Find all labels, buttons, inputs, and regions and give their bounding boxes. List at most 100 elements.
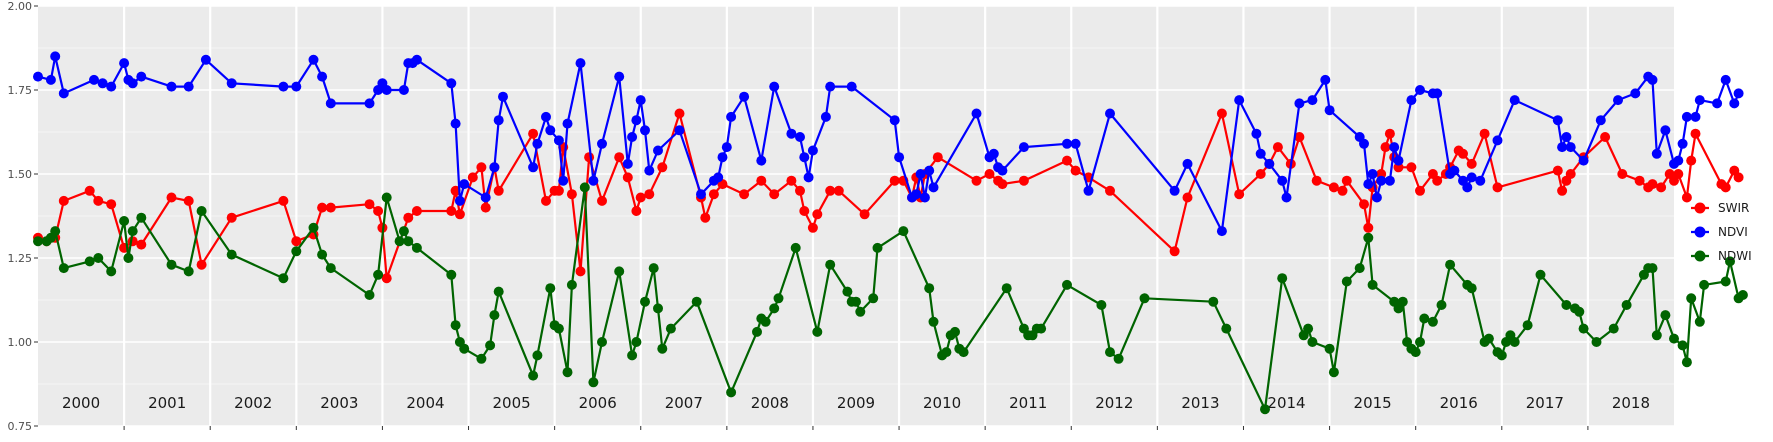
data-point-ndvi [997,165,1008,176]
data-point-swir [84,185,95,196]
data-point-ndvi [1169,185,1180,196]
data-point-ndvi [1720,74,1731,85]
data-point-ndwi [1419,313,1430,324]
year-label: 2010 [923,394,961,412]
data-point-ndvi [1083,185,1094,196]
data-point-ndwi [1483,333,1494,344]
data-point-swir [739,189,750,200]
data-point-swir [631,206,642,216]
data-point-ndwi [566,279,577,290]
data-point-ndwi [1208,296,1219,307]
data-point-ndvi [381,85,392,95]
data-point-swir [1557,185,1568,196]
data-point-ndwi [1681,357,1692,368]
data-point-swir [1328,182,1339,193]
data-point-ndvi [480,192,491,203]
year-label: 2012 [1095,394,1133,412]
data-point-ndwi [459,343,470,354]
data-point-ndwi [614,266,625,277]
data-point-ndwi [291,246,302,257]
data-point-swir [411,206,422,216]
data-point-ndwi [278,273,289,284]
data-point-ndvi [1462,182,1473,193]
data-point-ndwi [183,266,194,277]
data-point-ndvi [614,71,625,82]
data-point-ndvi [1733,88,1744,99]
data-point-swir [597,195,607,206]
data-point-ndwi [166,259,177,270]
data-point-ndwi [1445,259,1456,270]
data-point-ndvi [1690,111,1701,122]
data-point-swir [1617,169,1628,179]
data-point-ndwi [1621,300,1632,310]
data-point-ndvi [1595,115,1606,126]
data-point-swir [1018,175,1029,186]
year-label: 2017 [1526,394,1564,412]
data-point-ndvi [1359,138,1369,149]
data-point-ndvi [726,111,737,122]
data-point-ndwi [532,350,543,361]
year-label: 2000 [62,394,100,412]
data-point-swir [795,185,805,196]
data-point-swir [226,212,237,223]
data-point-swir [476,162,487,173]
data-point-ndvi [1389,142,1400,153]
data-point-ndvi [1466,172,1477,183]
data-point-ndvi [411,54,422,65]
data-point-swir [317,202,328,213]
data-point-ndwi [119,216,130,226]
data-point-swir [106,199,117,210]
data-point-ndvi [1264,158,1275,169]
legend-key-point [1694,226,1706,238]
data-point-ndwi [106,266,117,277]
data-point-ndvi [1324,105,1335,116]
data-point-ndvi [1371,192,1382,203]
data-point-ndvi [988,148,999,159]
data-point-swir [622,172,633,183]
data-point-ndwi [1139,293,1150,304]
data-point-ndwi [1001,283,1012,294]
data-point-ndwi [928,316,939,327]
data-point-ndwi [941,347,952,358]
data-point-ndwi [752,326,762,337]
data-point-ndvi [924,165,935,176]
data-point-swir [1359,199,1369,210]
data-point-ndwi [1686,293,1697,304]
data-point-ndvi [459,179,470,190]
year-label: 2018 [1612,394,1650,412]
data-point-ndvi [635,95,646,106]
data-point-ndwi [842,286,853,297]
data-point-ndvi [1432,88,1443,99]
data-point-ndvi [1449,165,1460,176]
data-point-ndvi [1729,98,1740,109]
data-point-swir [1182,192,1193,203]
data-point-swir [825,185,836,196]
data-point-ndwi [562,367,573,378]
data-point-ndvi [1552,115,1563,126]
data-point-ndwi [640,296,650,307]
data-point-ndvi [713,172,724,183]
data-point-swir [1647,179,1658,190]
legend-item-swir: SWIR [1691,201,1749,215]
data-point-swir [136,239,147,250]
data-point-swir [1070,165,1081,176]
data-point-ndvi [1557,142,1568,153]
data-point-ndvi [1281,192,1292,203]
data-point-swir [575,266,586,277]
data-point-swir [1673,169,1684,179]
data-point-ndwi [691,296,702,307]
data-point-ndvi [1384,175,1395,186]
data-point-ndwi [1367,279,1378,290]
data-point-ndvi [1406,95,1417,106]
data-point-ndvi [807,145,818,156]
data-point-ndwi [403,236,414,247]
data-point-ndwi [648,263,659,274]
data-point-ndvi [528,162,539,173]
data-point-ndvi [541,111,551,122]
data-point-ndvi [127,78,138,89]
data-point-ndwi [924,283,935,294]
data-point-swir [1216,108,1227,119]
data-point-ndwi [950,326,960,337]
data-point-swir [584,152,595,163]
